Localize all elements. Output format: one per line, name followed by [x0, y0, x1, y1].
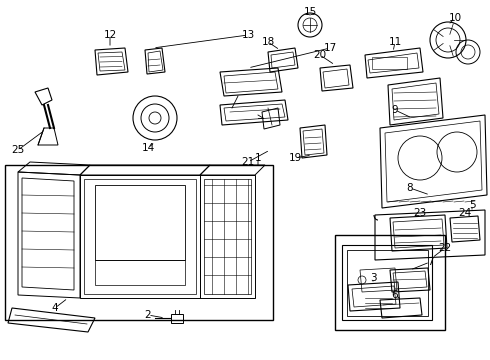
Text: 7: 7 [427, 257, 433, 267]
Text: 22: 22 [439, 243, 452, 253]
Text: 17: 17 [323, 43, 337, 53]
Text: 8: 8 [407, 183, 413, 193]
Text: 24: 24 [458, 208, 472, 218]
Text: 4: 4 [51, 303, 58, 313]
Text: 19: 19 [289, 153, 302, 163]
Bar [335, 235, 445, 330]
Text: 6: 6 [392, 290, 398, 300]
Text: 5: 5 [469, 200, 475, 210]
Text: 23: 23 [414, 208, 427, 218]
Text: 20: 20 [314, 50, 326, 60]
Text: 3: 3 [369, 273, 376, 283]
Text: 18: 18 [261, 37, 274, 47]
Text: 12: 12 [103, 30, 117, 40]
Text: 13: 13 [242, 30, 255, 40]
Text: 25: 25 [11, 145, 24, 155]
Text: 1: 1 [255, 153, 261, 163]
Text: 9: 9 [392, 105, 398, 115]
Text: 2: 2 [145, 310, 151, 320]
Text: 14: 14 [142, 143, 155, 153]
Text: 15: 15 [303, 7, 317, 17]
Text: 11: 11 [389, 37, 402, 47]
Bar [5, 165, 273, 320]
Text: 21: 21 [242, 157, 255, 167]
Bar [372, 57, 407, 69]
Text: 10: 10 [448, 13, 462, 23]
